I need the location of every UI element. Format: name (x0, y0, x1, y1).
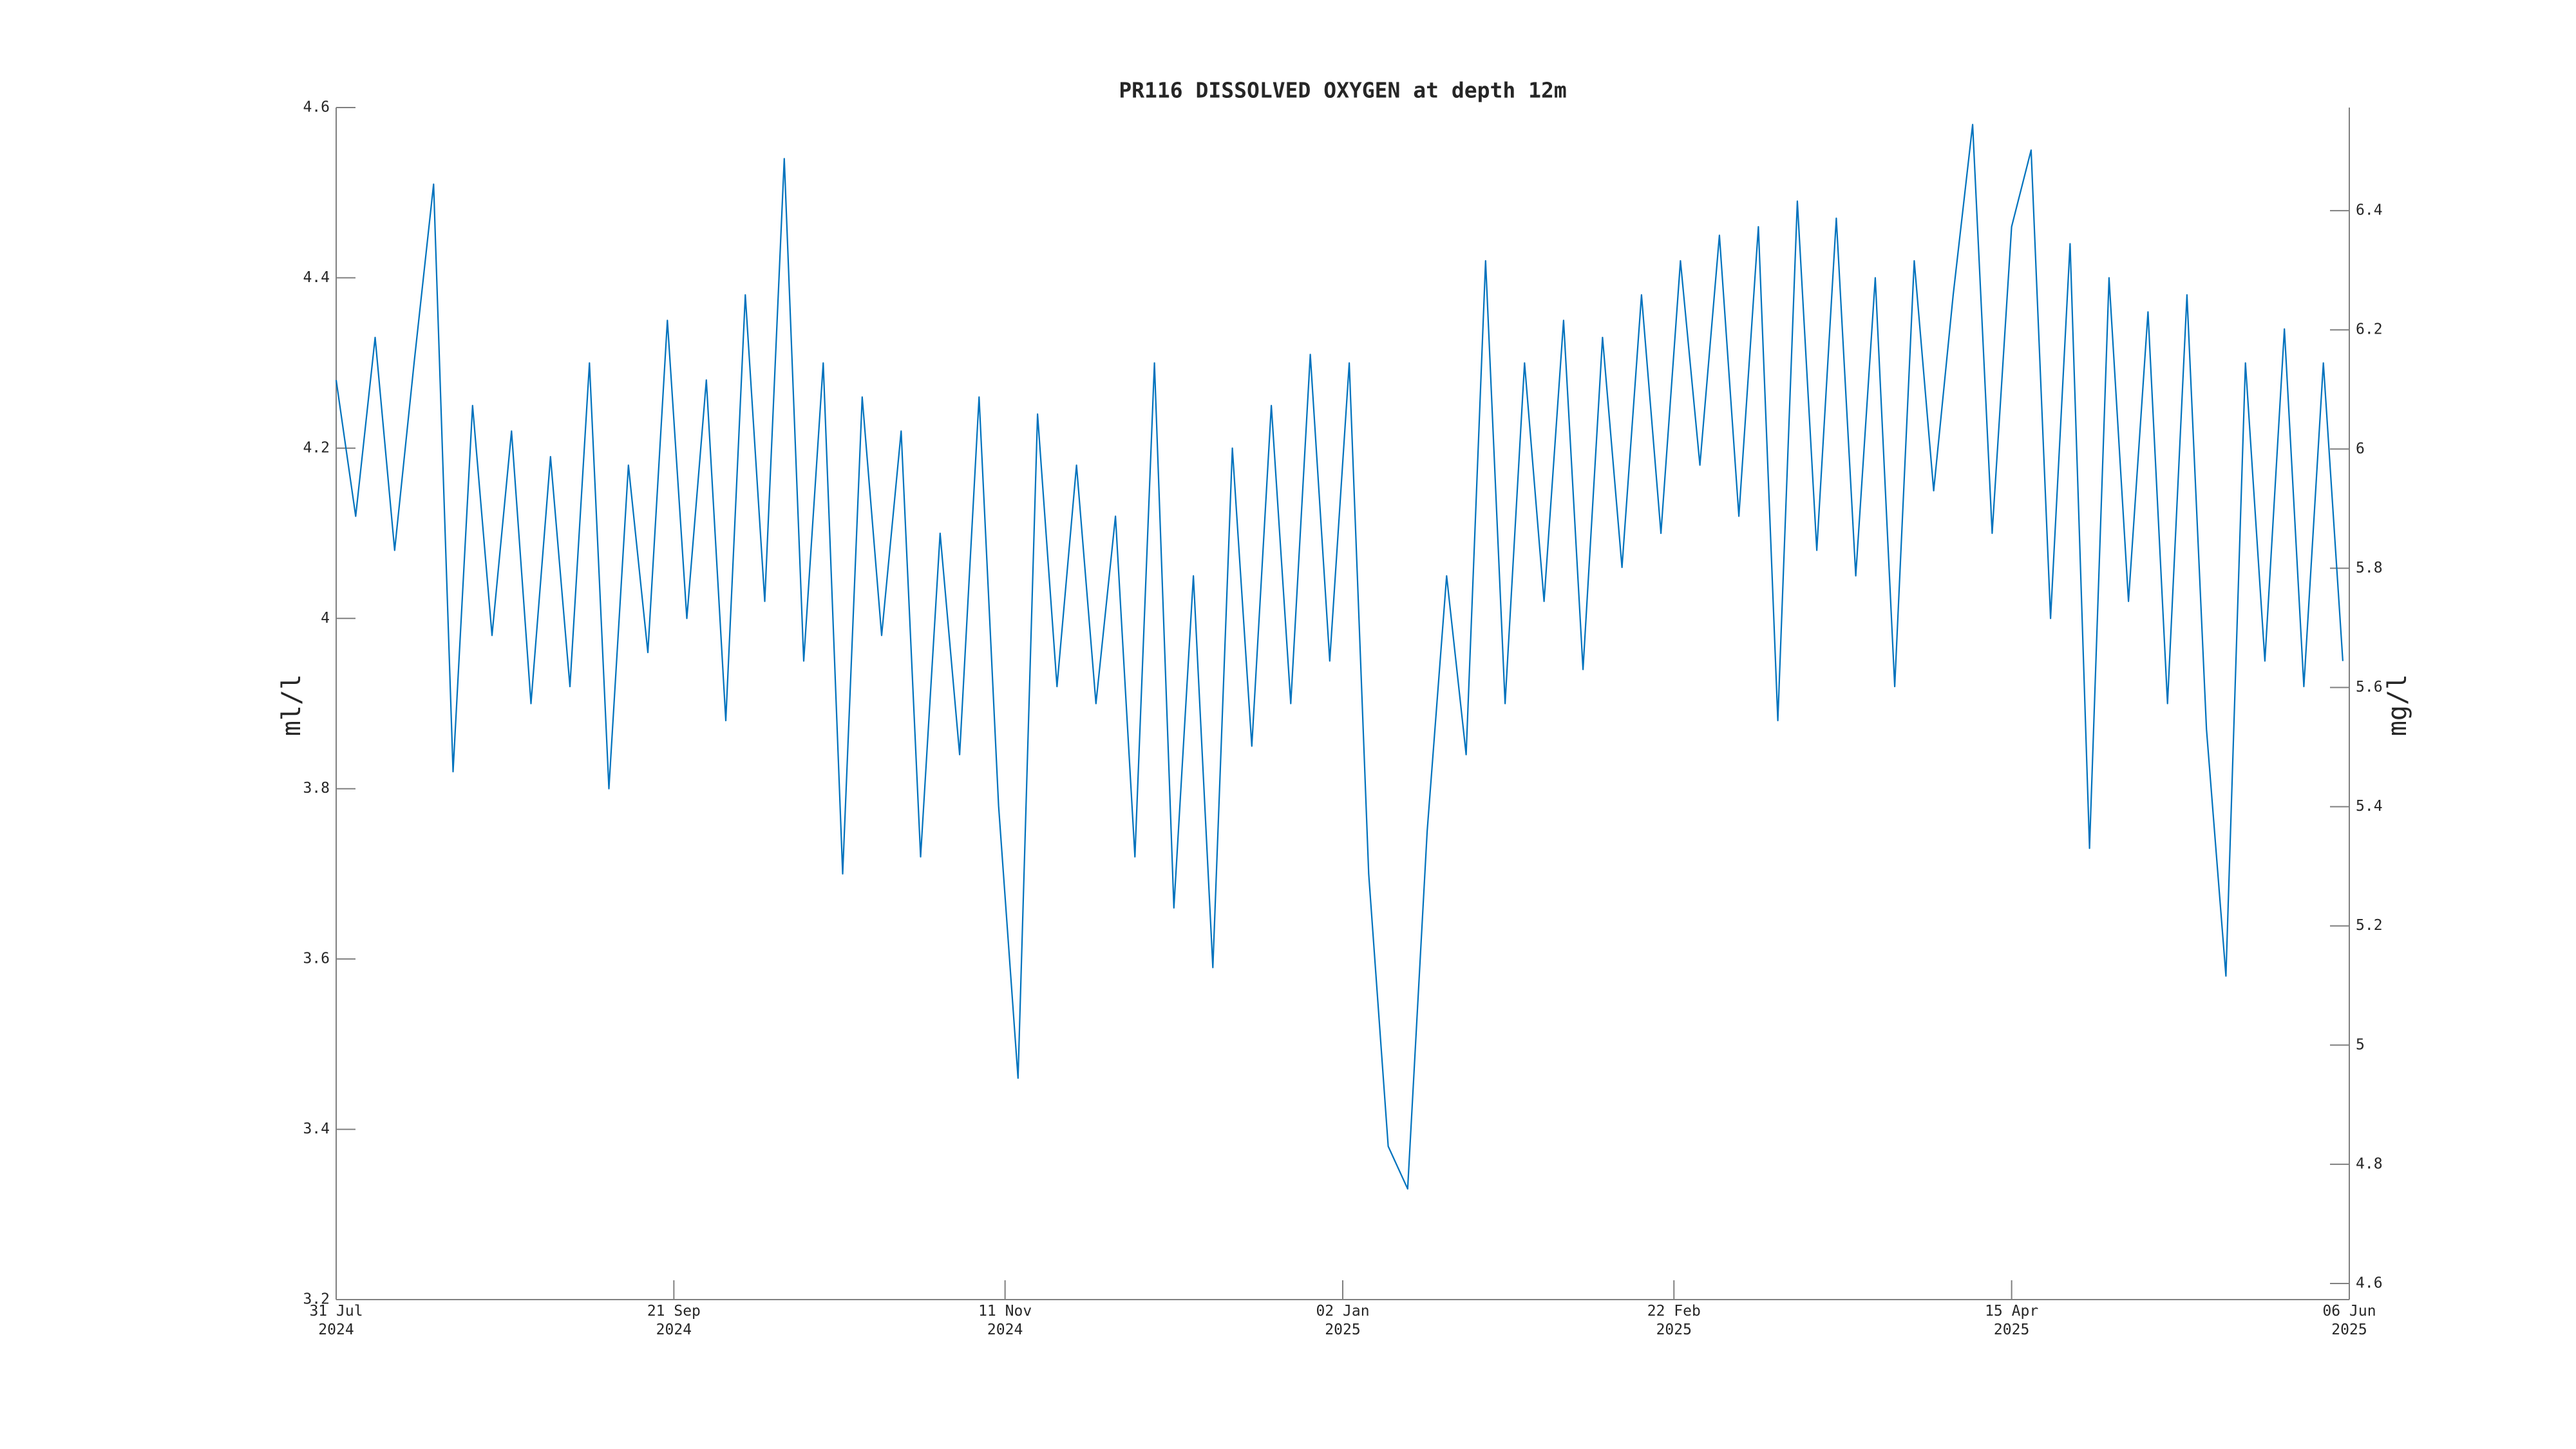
x-tick-label: 06 Jun 2025 (2322, 1303, 2376, 1338)
y2-tick-label: 5 (2356, 1036, 2365, 1053)
x-tick-label: 31 Jul 2024 (309, 1303, 363, 1338)
y2-tick-label: 5.8 (2356, 560, 2383, 576)
y-tick-label: 3.6 (303, 951, 330, 967)
chart-title: PR116 DISSOLVED OXYGEN at depth 12m (1119, 78, 1566, 103)
y2-tick-label: 4.6 (2356, 1275, 2383, 1292)
y2-tick-label: 4.8 (2356, 1155, 2383, 1172)
y-axis-label: ml/l (277, 674, 307, 736)
y2-tick-label: 5.4 (2356, 798, 2383, 815)
y-tick-label: 3.4 (303, 1121, 330, 1137)
data-line (335, 124, 2344, 1190)
y-tick-label: 4 (321, 610, 330, 627)
y2-tick-label: 5.2 (2356, 917, 2383, 934)
y2-tick-label: 6.2 (2356, 321, 2383, 338)
y-tick-label: 3.2 (303, 1291, 330, 1308)
x-tick-label: 11 Nov 2024 (978, 1303, 1032, 1338)
y2-tick-label: 6 (2356, 440, 2365, 457)
y-tick-label: 4.6 (303, 99, 330, 116)
y2-tick-label: 6.4 (2356, 202, 2383, 219)
y2-tick-label: 5.6 (2356, 679, 2383, 696)
y-tick-label: 3.8 (303, 780, 330, 797)
x-tick-label: 22 Feb 2025 (1647, 1303, 1701, 1338)
x-tick-label: 15 Apr 2025 (1985, 1303, 2039, 1338)
y2-axis-label: mg/l (2383, 674, 2412, 736)
x-tick-label: 21 Sep 2024 (647, 1303, 701, 1338)
y-tick-label: 4.4 (303, 269, 330, 286)
y-tick-label: 4.2 (303, 439, 330, 456)
x-tick-label: 02 Jan 2025 (1316, 1303, 1370, 1338)
